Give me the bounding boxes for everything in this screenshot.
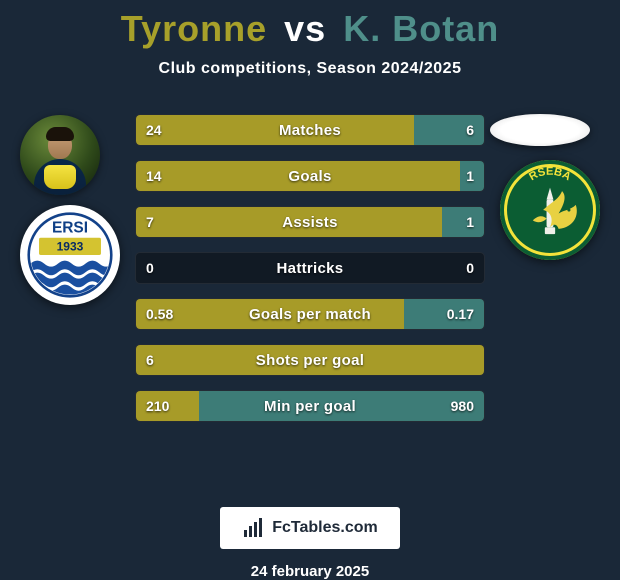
brand-box[interactable]: FcTables.com xyxy=(220,507,400,549)
stat-label: Hattricks xyxy=(136,253,484,283)
player1-avatar xyxy=(20,115,100,195)
chart-icon xyxy=(242,516,266,540)
player2-club-badge: RSEBA xyxy=(500,160,600,260)
player2-avatar xyxy=(490,114,590,146)
chart-area: ERSI 1933 RSEBA xyxy=(0,90,620,501)
svg-text:ERSI: ERSI xyxy=(52,220,88,237)
stat-row: 00Hattricks xyxy=(135,252,485,284)
player1-club-badge: ERSI 1933 xyxy=(20,205,120,305)
stat-label: Matches xyxy=(136,115,484,145)
stat-label: Goals xyxy=(136,161,484,191)
stat-bars: 246Matches 141Goals 71Assists 00Hattricks 0.… xyxy=(135,114,485,436)
brand-text: FcTables.com xyxy=(272,519,378,537)
player1-name: Tyronne xyxy=(121,8,267,49)
root: Tyronne vs K. Botan Club competitions, S… xyxy=(0,0,620,580)
stat-label: Assists xyxy=(136,207,484,237)
stat-row: 6Shots per goal xyxy=(135,344,485,376)
persib-badge-icon: ERSI 1933 xyxy=(27,212,113,298)
persebaya-badge-icon: RSEBA xyxy=(507,167,593,253)
comparison-title: Tyronne vs K. Botan xyxy=(121,8,499,50)
svg-text:1933: 1933 xyxy=(57,240,84,254)
player2-name: K. Botan xyxy=(343,8,499,49)
stat-row: 210980Min per goal xyxy=(135,390,485,422)
stat-label: Min per goal xyxy=(136,391,484,421)
stat-row: 0.580.17Goals per match xyxy=(135,298,485,330)
stat-row: 141Goals xyxy=(135,160,485,192)
date: 24 february 2025 xyxy=(251,563,369,580)
svg-text:RSEBA: RSEBA xyxy=(527,167,573,183)
subtitle: Club competitions, Season 2024/2025 xyxy=(159,60,462,78)
stat-label: Goals per match xyxy=(136,299,484,329)
stat-row: 246Matches xyxy=(135,114,485,146)
vs-label: vs xyxy=(284,8,326,49)
stat-label: Shots per goal xyxy=(136,345,484,375)
stat-row: 71Assists xyxy=(135,206,485,238)
